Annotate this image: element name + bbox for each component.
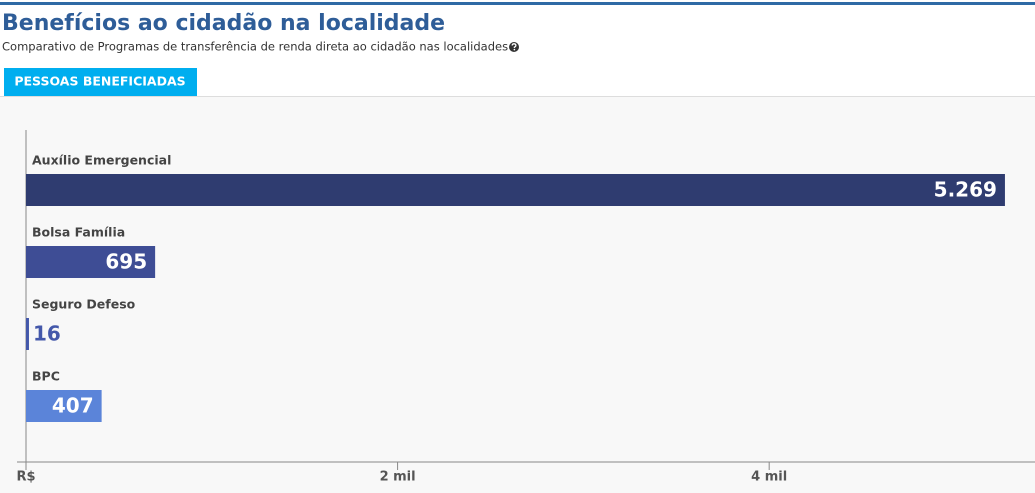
value-label: 5.269 (934, 178, 997, 202)
value-label: 16 (33, 322, 61, 346)
help-icon[interactable] (509, 42, 519, 52)
plot: R$ 2 mil 4 mil Auxílio Emergencial 5.269 Bols… (16, 153, 1005, 485)
value-label: 695 (105, 250, 147, 274)
bar (26, 246, 156, 278)
help-dot (513, 48, 516, 51)
tab-label[interactable]: PESSOAS BENEFICIADAS (14, 74, 185, 89)
tab[interactable] (4, 68, 197, 96)
bar (26, 318, 29, 350)
category-label: Bolsa Família (32, 225, 125, 240)
x-tick-label: R$ (16, 470, 35, 485)
subtitle: Comparativo de Programas de transferênci… (2, 40, 508, 54)
x-tick-label: 4 mil (751, 470, 787, 485)
category-label: Seguro Defeso (32, 297, 136, 312)
x-tick-label: 2 mil (380, 470, 416, 485)
help-glyph (511, 43, 517, 48)
chart-background (0, 96, 1035, 493)
category-label: Auxílio Emergencial (32, 153, 171, 168)
top-border (0, 2, 1035, 5)
bar (26, 174, 1005, 206)
title: Benefícios ao cidadão na localidade (2, 11, 445, 36)
bar (26, 390, 102, 422)
category-label: BPC (32, 369, 60, 384)
value-label: 407 (52, 394, 94, 418)
